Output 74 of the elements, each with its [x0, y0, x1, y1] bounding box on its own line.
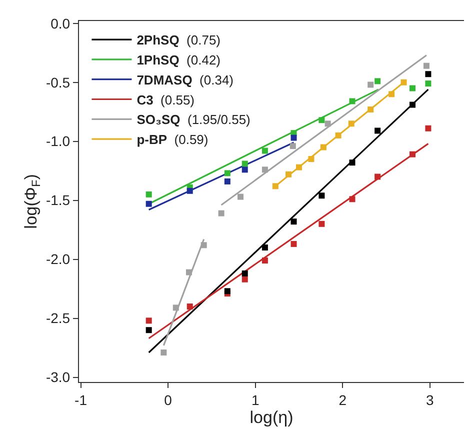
legend-label: C3 (0.55) [136, 92, 195, 108]
point [224, 170, 230, 176]
point [262, 166, 268, 173]
point [400, 79, 407, 86]
point [349, 160, 356, 166]
point [409, 85, 416, 92]
point [425, 125, 432, 132]
point [318, 117, 325, 124]
point [320, 144, 326, 150]
x-tick-label: 3 [426, 392, 434, 408]
legend-label: 7DMASQ (0.34) [136, 72, 234, 88]
y-tick-label: 0.0 [50, 15, 70, 32]
point [262, 244, 268, 251]
x-axis-title: log(η) [250, 408, 294, 427]
point [308, 156, 314, 162]
x-tick-label: -1 [74, 392, 88, 408]
point [368, 106, 374, 112]
legend-label: SO₃SQ (1.95/0.55) [136, 112, 250, 128]
point [262, 148, 268, 154]
point [224, 288, 230, 294]
legend-label: 1PhSQ (0.42) [136, 52, 221, 68]
y-tick-label: -1.0 [46, 133, 70, 150]
point [242, 276, 248, 282]
point [200, 242, 207, 248]
point [368, 82, 374, 88]
point [335, 132, 342, 138]
point [146, 318, 152, 324]
point [224, 178, 230, 184]
y-tick-label: -2.5 [46, 310, 70, 326]
point [186, 304, 193, 310]
point [425, 71, 432, 78]
point [388, 91, 395, 98]
point [423, 62, 430, 69]
point [374, 128, 381, 134]
point [146, 327, 152, 334]
y-tick-label: -1.5 [46, 192, 70, 208]
point [242, 160, 248, 167]
point [172, 304, 179, 311]
point [296, 164, 302, 170]
point [290, 134, 297, 141]
legend-label: p-BP (0.59) [136, 132, 208, 148]
point [186, 269, 192, 276]
point [349, 196, 356, 202]
point [290, 240, 297, 247]
y-tick-label: -3.0 [46, 369, 70, 386]
point [318, 192, 325, 199]
point [324, 120, 331, 127]
point [218, 210, 224, 216]
x-tick-label: 1 [251, 392, 260, 408]
y-tick-label: -2.0 [46, 251, 70, 268]
x-tick-label: 0 [164, 392, 172, 408]
point [242, 166, 248, 173]
point [238, 194, 244, 200]
point [425, 80, 432, 87]
point [318, 220, 325, 227]
point [160, 350, 167, 356]
legend-label: 2PhSQ (0.75) [136, 32, 221, 48]
point [146, 200, 152, 207]
point [290, 218, 297, 225]
point [186, 188, 193, 194]
point [146, 191, 152, 198]
point [409, 102, 416, 108]
x-tick-label: 2 [338, 392, 347, 408]
point [290, 143, 296, 150]
point [374, 78, 381, 84]
point [374, 174, 381, 180]
point [348, 120, 354, 127]
point [286, 171, 292, 178]
point [272, 183, 278, 190]
y-tick-label: -0.5 [46, 74, 70, 90]
point [262, 257, 268, 264]
point [349, 98, 356, 104]
point [242, 270, 248, 276]
point [409, 151, 416, 158]
